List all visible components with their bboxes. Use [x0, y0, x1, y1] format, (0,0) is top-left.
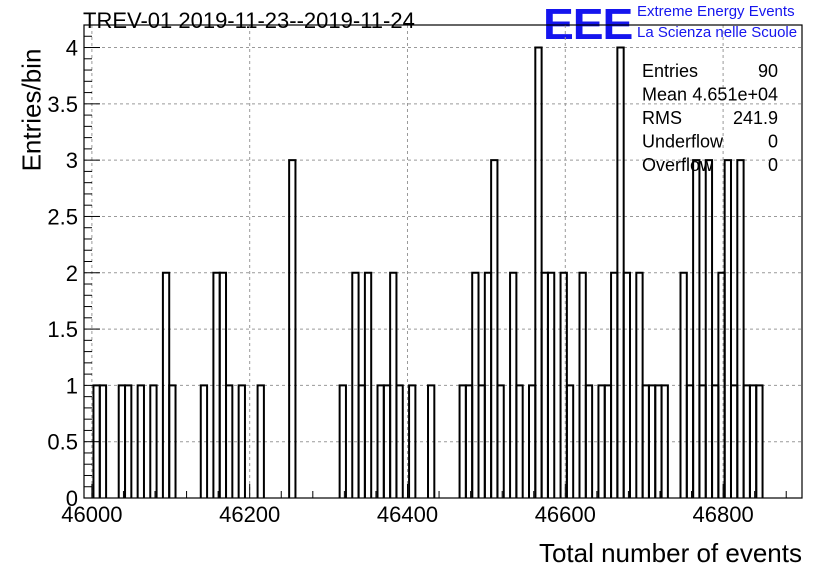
histogram-bin [256, 384, 265, 498]
histogram-bin [723, 159, 732, 498]
y-tick-label: 1 [66, 373, 78, 398]
x-tick-label: 46800 [693, 502, 754, 527]
stats-box: Entries 90 Mean 4.651e+04 RMS 241.9 Underflow 0… [642, 61, 778, 175]
histogram-bin [565, 384, 575, 498]
stats-value: 0 [768, 132, 778, 152]
y-tick-label: 4 [66, 36, 78, 61]
x-tick-label: 46000 [61, 502, 122, 527]
histogram-bin [736, 159, 745, 498]
histogram-bin [704, 159, 714, 498]
axis-layer: 46000 46200 46400 46600 46800 0 0.5 1 1.5 2 2.5 3 3.… [47, 24, 803, 527]
histogram-bin [136, 384, 145, 498]
x-axis-label: Total number of events [538, 538, 802, 568]
stats-key: Mean [642, 85, 687, 105]
histogram-bin [338, 384, 347, 498]
histogram-bin [168, 384, 177, 498]
histogram-bin [288, 159, 297, 498]
stats-value: 4.651e+04 [692, 85, 778, 105]
histogram-bin [149, 384, 158, 498]
y-tick-label: 0.5 [47, 430, 78, 455]
logo-line-1: Extreme Energy Events [637, 3, 795, 20]
y-tick-label: 3.5 [47, 92, 78, 117]
histogram-bin [515, 384, 524, 498]
logo-line-2: La Scienza nelle Scuole [637, 24, 798, 41]
chart-title: TREV-01 2019-11-23--2019-11-24 [83, 8, 415, 33]
histogram-bin [546, 271, 556, 498]
stats-value: 241.9 [733, 108, 778, 128]
histogram-bin [496, 384, 505, 498]
y-tick-label: 2 [66, 261, 78, 286]
stats-key: Underflow [642, 132, 724, 152]
histogram-bin [660, 384, 669, 498]
y-tick-label: 2.5 [47, 204, 78, 229]
y-tick-label: 0 [66, 486, 78, 511]
histogram-bin [584, 384, 594, 498]
x-tick-label: 46200 [219, 502, 280, 527]
stats-value: 0 [768, 155, 778, 175]
x-tick-label: 46600 [535, 502, 596, 527]
histogram-bin [237, 384, 246, 498]
histogram-bin [490, 159, 499, 498]
y-tick-label: 3 [66, 148, 78, 173]
histogram-bin [363, 271, 373, 498]
stats-key: Overflow [642, 155, 714, 175]
histogram-layer [92, 46, 764, 498]
histogram-bin [622, 271, 631, 498]
histogram-bin [427, 384, 436, 498]
histogram-bin [692, 159, 701, 498]
histogram-bin [124, 384, 133, 498]
stats-value: 90 [758, 61, 778, 81]
stats-key: RMS [642, 108, 682, 128]
stats-key: Entries [642, 61, 698, 81]
histogram-bin [199, 384, 209, 498]
y-tick-label: 1.5 [47, 317, 78, 342]
histogram-bin [408, 384, 417, 498]
histogram-bin [225, 384, 234, 498]
histogram-bin [755, 384, 764, 498]
x-tick-label: 46400 [377, 502, 438, 527]
histogram-bin [395, 384, 404, 498]
